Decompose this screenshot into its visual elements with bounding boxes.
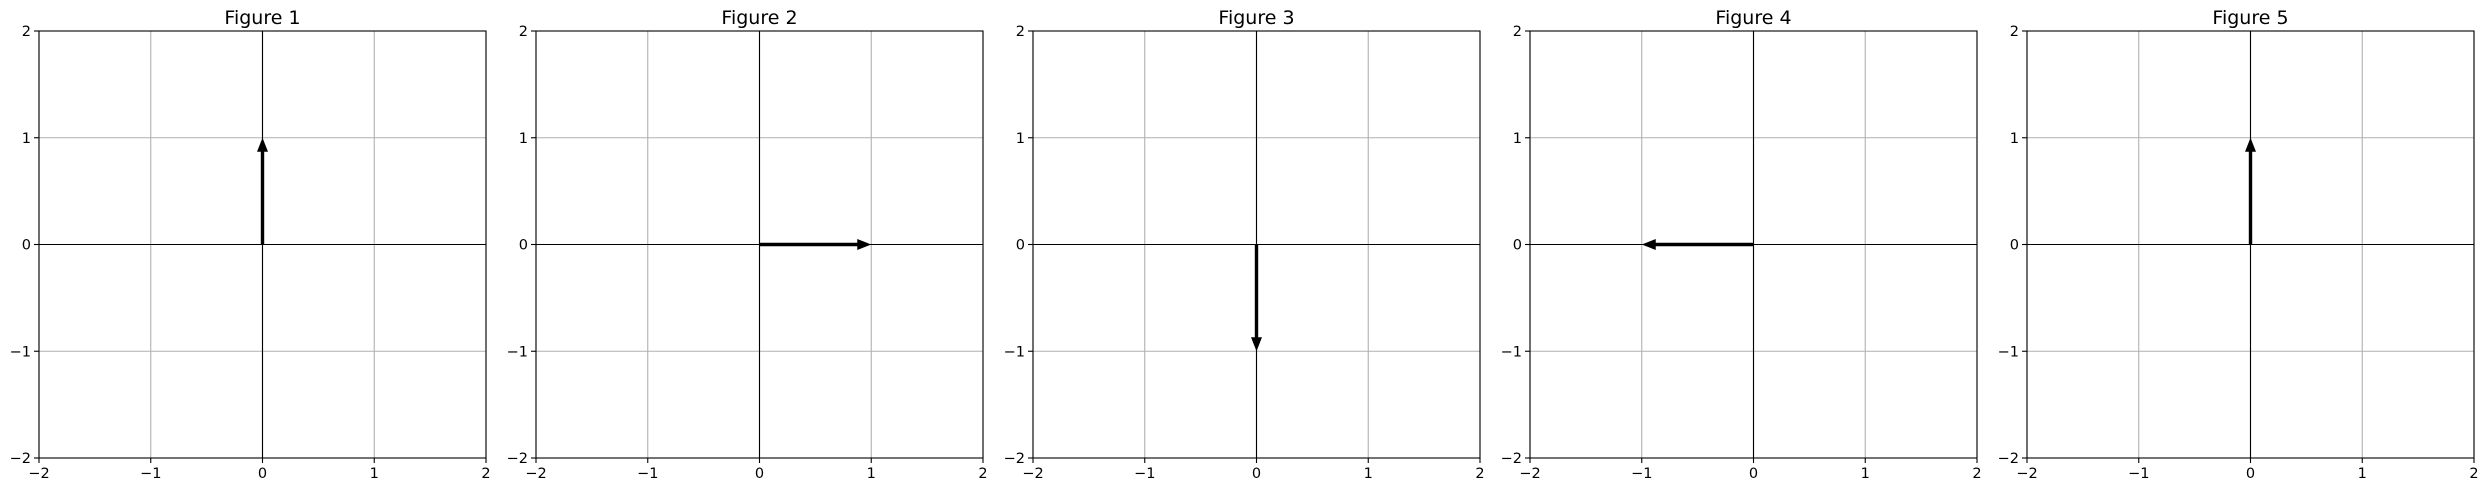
x-tick-label: −2 xyxy=(1022,466,1043,482)
vector-arrow xyxy=(759,239,872,250)
x-tick-label: 1 xyxy=(2358,466,2367,482)
vector-arrow xyxy=(2245,137,2256,245)
x-tick-label: 2 xyxy=(978,466,987,482)
panel-title: Figure 4 xyxy=(1715,7,1791,29)
y-tick-label: 1 xyxy=(1513,131,1522,147)
x-tick-label: −2 xyxy=(28,466,49,482)
y-tick-label: 0 xyxy=(22,238,31,254)
x-tick-label: 2 xyxy=(1972,466,1981,482)
y-tick-label: 2 xyxy=(519,24,528,40)
x-tick-label: 0 xyxy=(755,466,764,482)
y-tick-label: −1 xyxy=(1998,344,2019,360)
vector-arrow xyxy=(1251,244,1262,352)
y-tick-label: −1 xyxy=(1501,344,1522,360)
y-tick-label: 0 xyxy=(519,238,528,254)
plot-panel-4: Figure 4 −2 −1 0 1 2 −2 −1 0 1 2 xyxy=(1501,7,1982,482)
plot-panel-2: Figure 2 −2 −1 0 1 2 −2 −1 0 1 2 xyxy=(507,7,988,482)
x-tick-label: 1 xyxy=(1861,466,1870,482)
x-tick-label: 2 xyxy=(481,466,490,482)
x-tick-label: 0 xyxy=(1749,466,1758,482)
x-tick-label: 1 xyxy=(867,466,876,482)
panel-title: Figure 1 xyxy=(224,7,300,29)
panel-title: Figure 5 xyxy=(2212,7,2288,29)
x-tick-label: −2 xyxy=(2016,466,2037,482)
x-tick-label: 1 xyxy=(370,466,379,482)
y-tick-label: −2 xyxy=(507,451,528,467)
plot-panel-3: Figure 3 −2 −1 0 1 2 −2 −1 0 1 2 xyxy=(1004,7,1485,482)
y-tick-label: 2 xyxy=(1016,24,1025,40)
y-tick-label: 0 xyxy=(2010,238,2019,254)
y-tick-label: 1 xyxy=(519,131,528,147)
plot-panel-5: Figure 5 −2 −1 0 1 2 −2 −1 0 1 2 xyxy=(1998,7,2479,482)
plot-panel-1: Figure 1 −2 −1 0 1 2 −2 −1 0 1 2 xyxy=(10,7,491,482)
x-tick-label: 0 xyxy=(2246,466,2255,482)
y-tick-label: 0 xyxy=(1016,238,1025,254)
y-tick-label: −2 xyxy=(1501,451,1522,467)
y-tick-label: 1 xyxy=(2010,131,2019,147)
panel-title: Figure 2 xyxy=(721,7,797,29)
y-tick-label: −1 xyxy=(10,344,31,360)
y-tick-label: −2 xyxy=(10,451,31,467)
x-tick-label: −2 xyxy=(1519,466,1540,482)
x-tick-label: 2 xyxy=(2469,466,2478,482)
y-tick-label: 2 xyxy=(1513,24,1522,40)
x-tick-label: −2 xyxy=(525,466,546,482)
vector-arrow xyxy=(1641,239,1754,250)
y-tick-label: 0 xyxy=(1513,238,1522,254)
panel-title: Figure 3 xyxy=(1218,7,1294,29)
y-tick-label: −2 xyxy=(1004,451,1025,467)
y-tick-label: −2 xyxy=(1998,451,2019,467)
y-tick-label: −1 xyxy=(1004,344,1025,360)
x-tick-label: −1 xyxy=(637,466,658,482)
x-tick-label: 1 xyxy=(1364,466,1373,482)
x-tick-label: 0 xyxy=(1252,466,1261,482)
y-tick-label: 1 xyxy=(1016,131,1025,147)
x-tick-label: 2 xyxy=(1475,466,1484,482)
y-tick-label: 2 xyxy=(22,24,31,40)
vector-arrow xyxy=(257,137,268,245)
y-tick-label: 1 xyxy=(22,131,31,147)
x-tick-label: 0 xyxy=(258,466,267,482)
x-tick-label: −1 xyxy=(140,466,161,482)
x-tick-label: −1 xyxy=(1631,466,1652,482)
y-tick-label: −1 xyxy=(507,344,528,360)
x-tick-label: −1 xyxy=(2128,466,2149,482)
y-tick-label: 2 xyxy=(2010,24,2019,40)
x-tick-label: −1 xyxy=(1134,466,1155,482)
